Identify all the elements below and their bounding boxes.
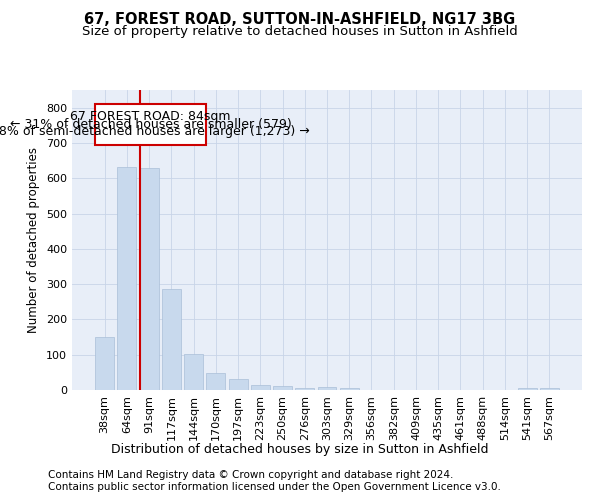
Y-axis label: Number of detached properties: Number of detached properties — [28, 147, 40, 333]
Text: Size of property relative to detached houses in Sutton in Ashfield: Size of property relative to detached ho… — [82, 25, 518, 38]
Text: 67, FOREST ROAD, SUTTON-IN-ASHFIELD, NG17 3BG: 67, FOREST ROAD, SUTTON-IN-ASHFIELD, NG1… — [85, 12, 515, 28]
Bar — [295, 388, 314, 390]
Bar — [340, 388, 359, 390]
Text: Distribution of detached houses by size in Sutton in Ashfield: Distribution of detached houses by size … — [111, 442, 489, 456]
Text: 68% of semi-detached houses are larger (1,273) →: 68% of semi-detached houses are larger (… — [0, 126, 310, 138]
Text: Contains HM Land Registry data © Crown copyright and database right 2024.: Contains HM Land Registry data © Crown c… — [48, 470, 454, 480]
Bar — [140, 168, 158, 390]
Bar — [273, 386, 292, 390]
Bar — [162, 290, 181, 390]
Bar — [317, 387, 337, 390]
Bar — [540, 388, 559, 390]
Bar — [95, 337, 114, 390]
Bar — [118, 167, 136, 390]
Bar — [184, 354, 203, 390]
Bar — [206, 374, 225, 390]
Text: Contains public sector information licensed under the Open Government Licence v3: Contains public sector information licen… — [48, 482, 501, 492]
Bar — [251, 384, 270, 390]
Text: 67 FOREST ROAD: 84sqm: 67 FOREST ROAD: 84sqm — [70, 110, 231, 123]
Bar — [518, 388, 536, 390]
Bar — [229, 378, 248, 390]
Text: ← 31% of detached houses are smaller (579): ← 31% of detached houses are smaller (57… — [10, 118, 292, 130]
FancyBboxPatch shape — [95, 104, 206, 144]
